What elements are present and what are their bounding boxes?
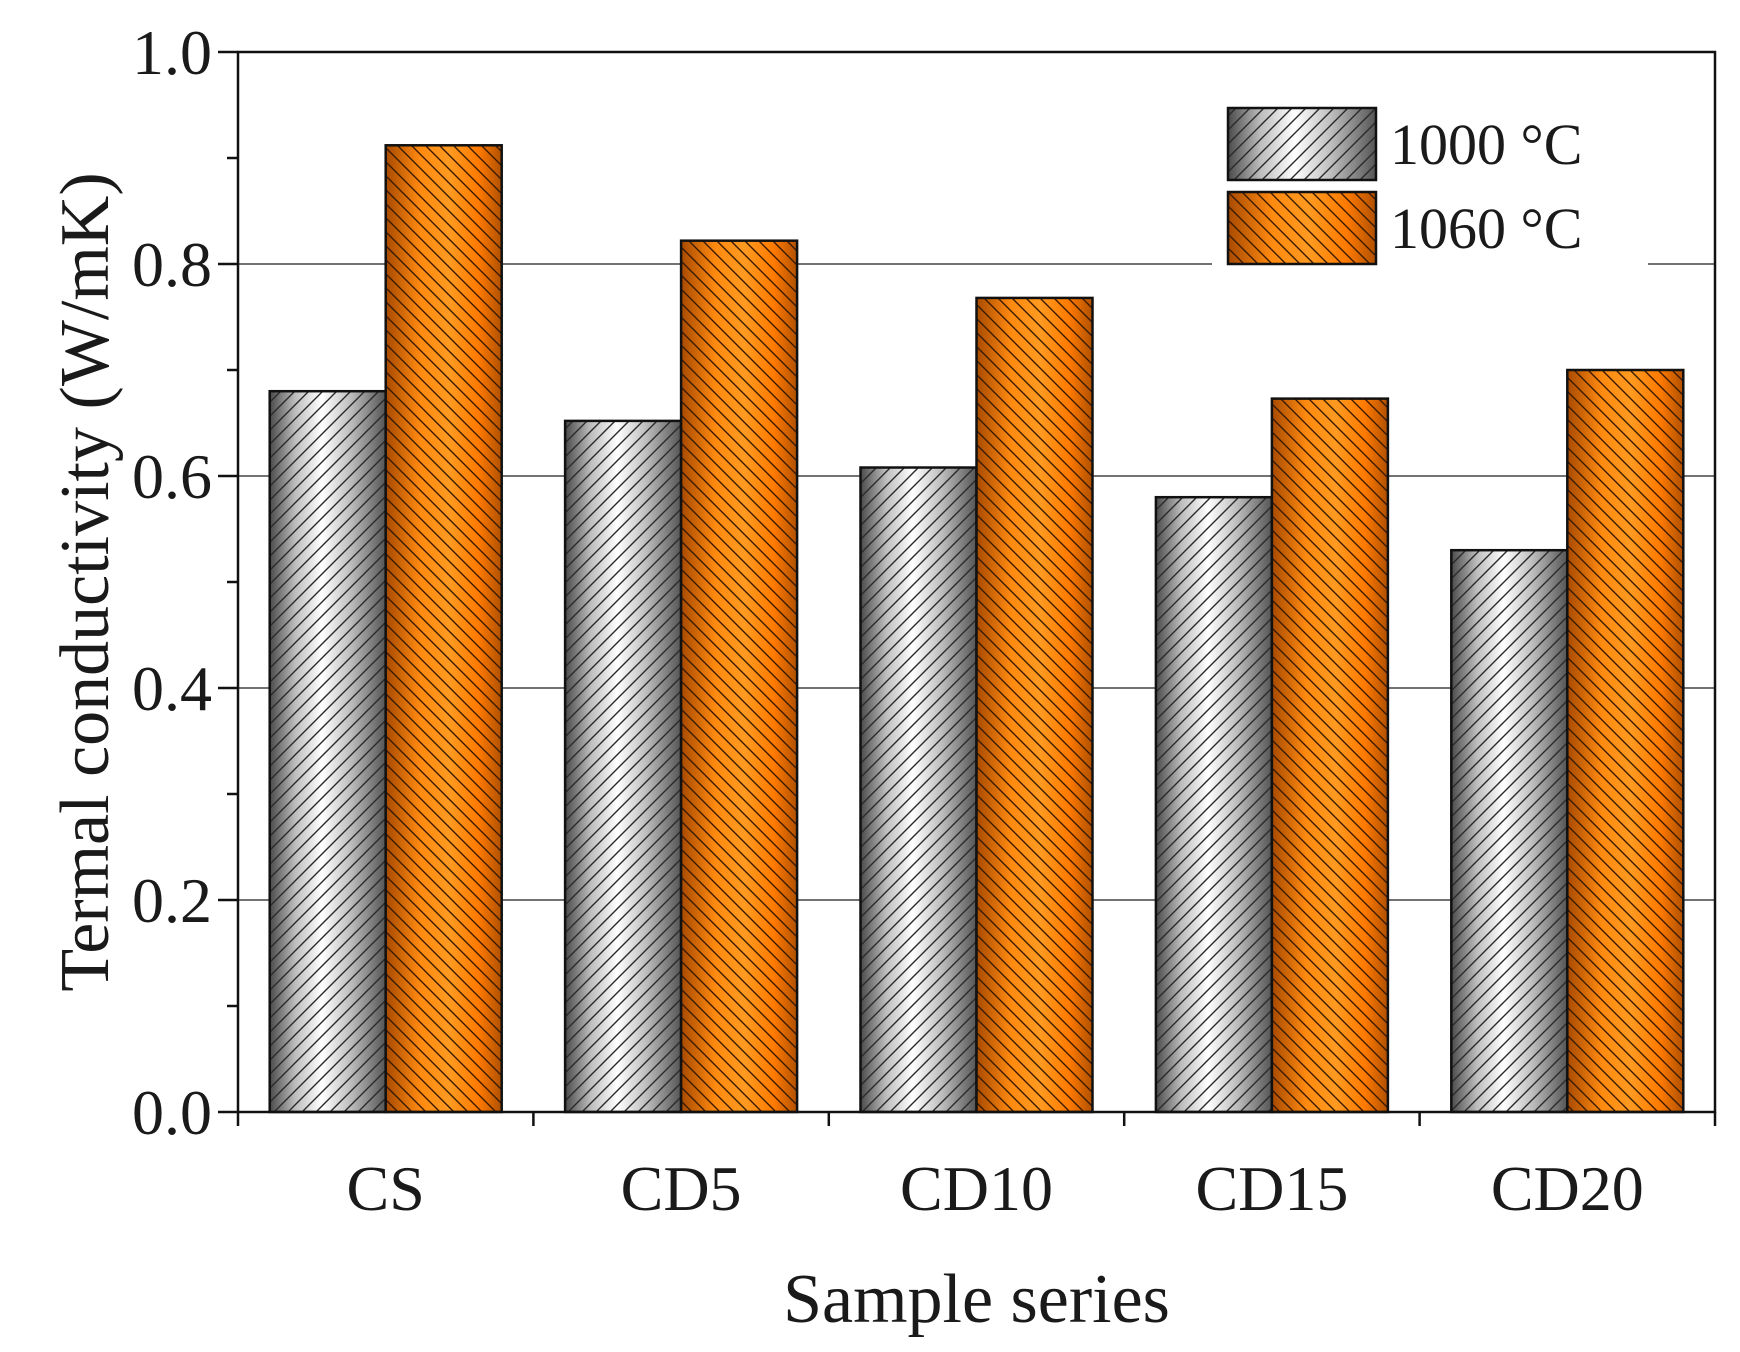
x-tick-label: CD20	[1491, 1153, 1644, 1224]
legend-label-2: 1060 °C	[1390, 196, 1582, 261]
bar-hatch-cd15-series-2	[1270, 397, 1390, 1114]
y-tick-label: 1.0	[132, 17, 212, 88]
y-axis-title: Termal conductivity (W/mK)	[47, 172, 124, 991]
bar-hatch-cs-series-2	[384, 144, 503, 1114]
axes	[218, 50, 1717, 1126]
legend: 1000 °C 1060 °C	[1212, 95, 1648, 275]
bar-hatch-cd15-series-1	[1154, 495, 1274, 1114]
y-tick-label: 0.8	[132, 229, 212, 300]
bar-hatch-cd20-series-1	[1450, 548, 1569, 1114]
bar-hatch-cd5-series-1	[563, 419, 683, 1114]
x-axis-title: Sample series	[783, 1261, 1170, 1338]
axis-labels: 0.0 0.2 0.4 0.6 0.8 1.0 CS CD5 CD10 CD15 CD20 Sampl…	[47, 17, 1644, 1338]
x-tick-label: CS	[347, 1153, 425, 1224]
x-tick-label: CD10	[900, 1153, 1053, 1224]
legend-swatch-hatch-1	[1226, 106, 1378, 182]
y-tick-label: 0.0	[132, 1077, 212, 1148]
x-tick-label: CD15	[1195, 1153, 1348, 1224]
bar-hatch-cd20-series-2	[1566, 368, 1685, 1114]
x-tick-label: CD5	[621, 1153, 742, 1224]
bar-hatch-cd10-series-1	[859, 466, 978, 1114]
legend-label-1: 1000 °C	[1390, 112, 1582, 177]
bar-hatch-cd5-series-2	[679, 239, 799, 1114]
bar-hatch-cs-series-1	[268, 389, 387, 1114]
legend-swatch-hatch-2	[1226, 190, 1378, 266]
bar-hatch-cd10-series-2	[975, 296, 1094, 1114]
y-tick-label: 0.4	[132, 653, 212, 724]
bars	[268, 144, 1685, 1114]
y-tick-label: 0.6	[132, 441, 212, 512]
y-tick-label: 0.2	[132, 865, 212, 936]
